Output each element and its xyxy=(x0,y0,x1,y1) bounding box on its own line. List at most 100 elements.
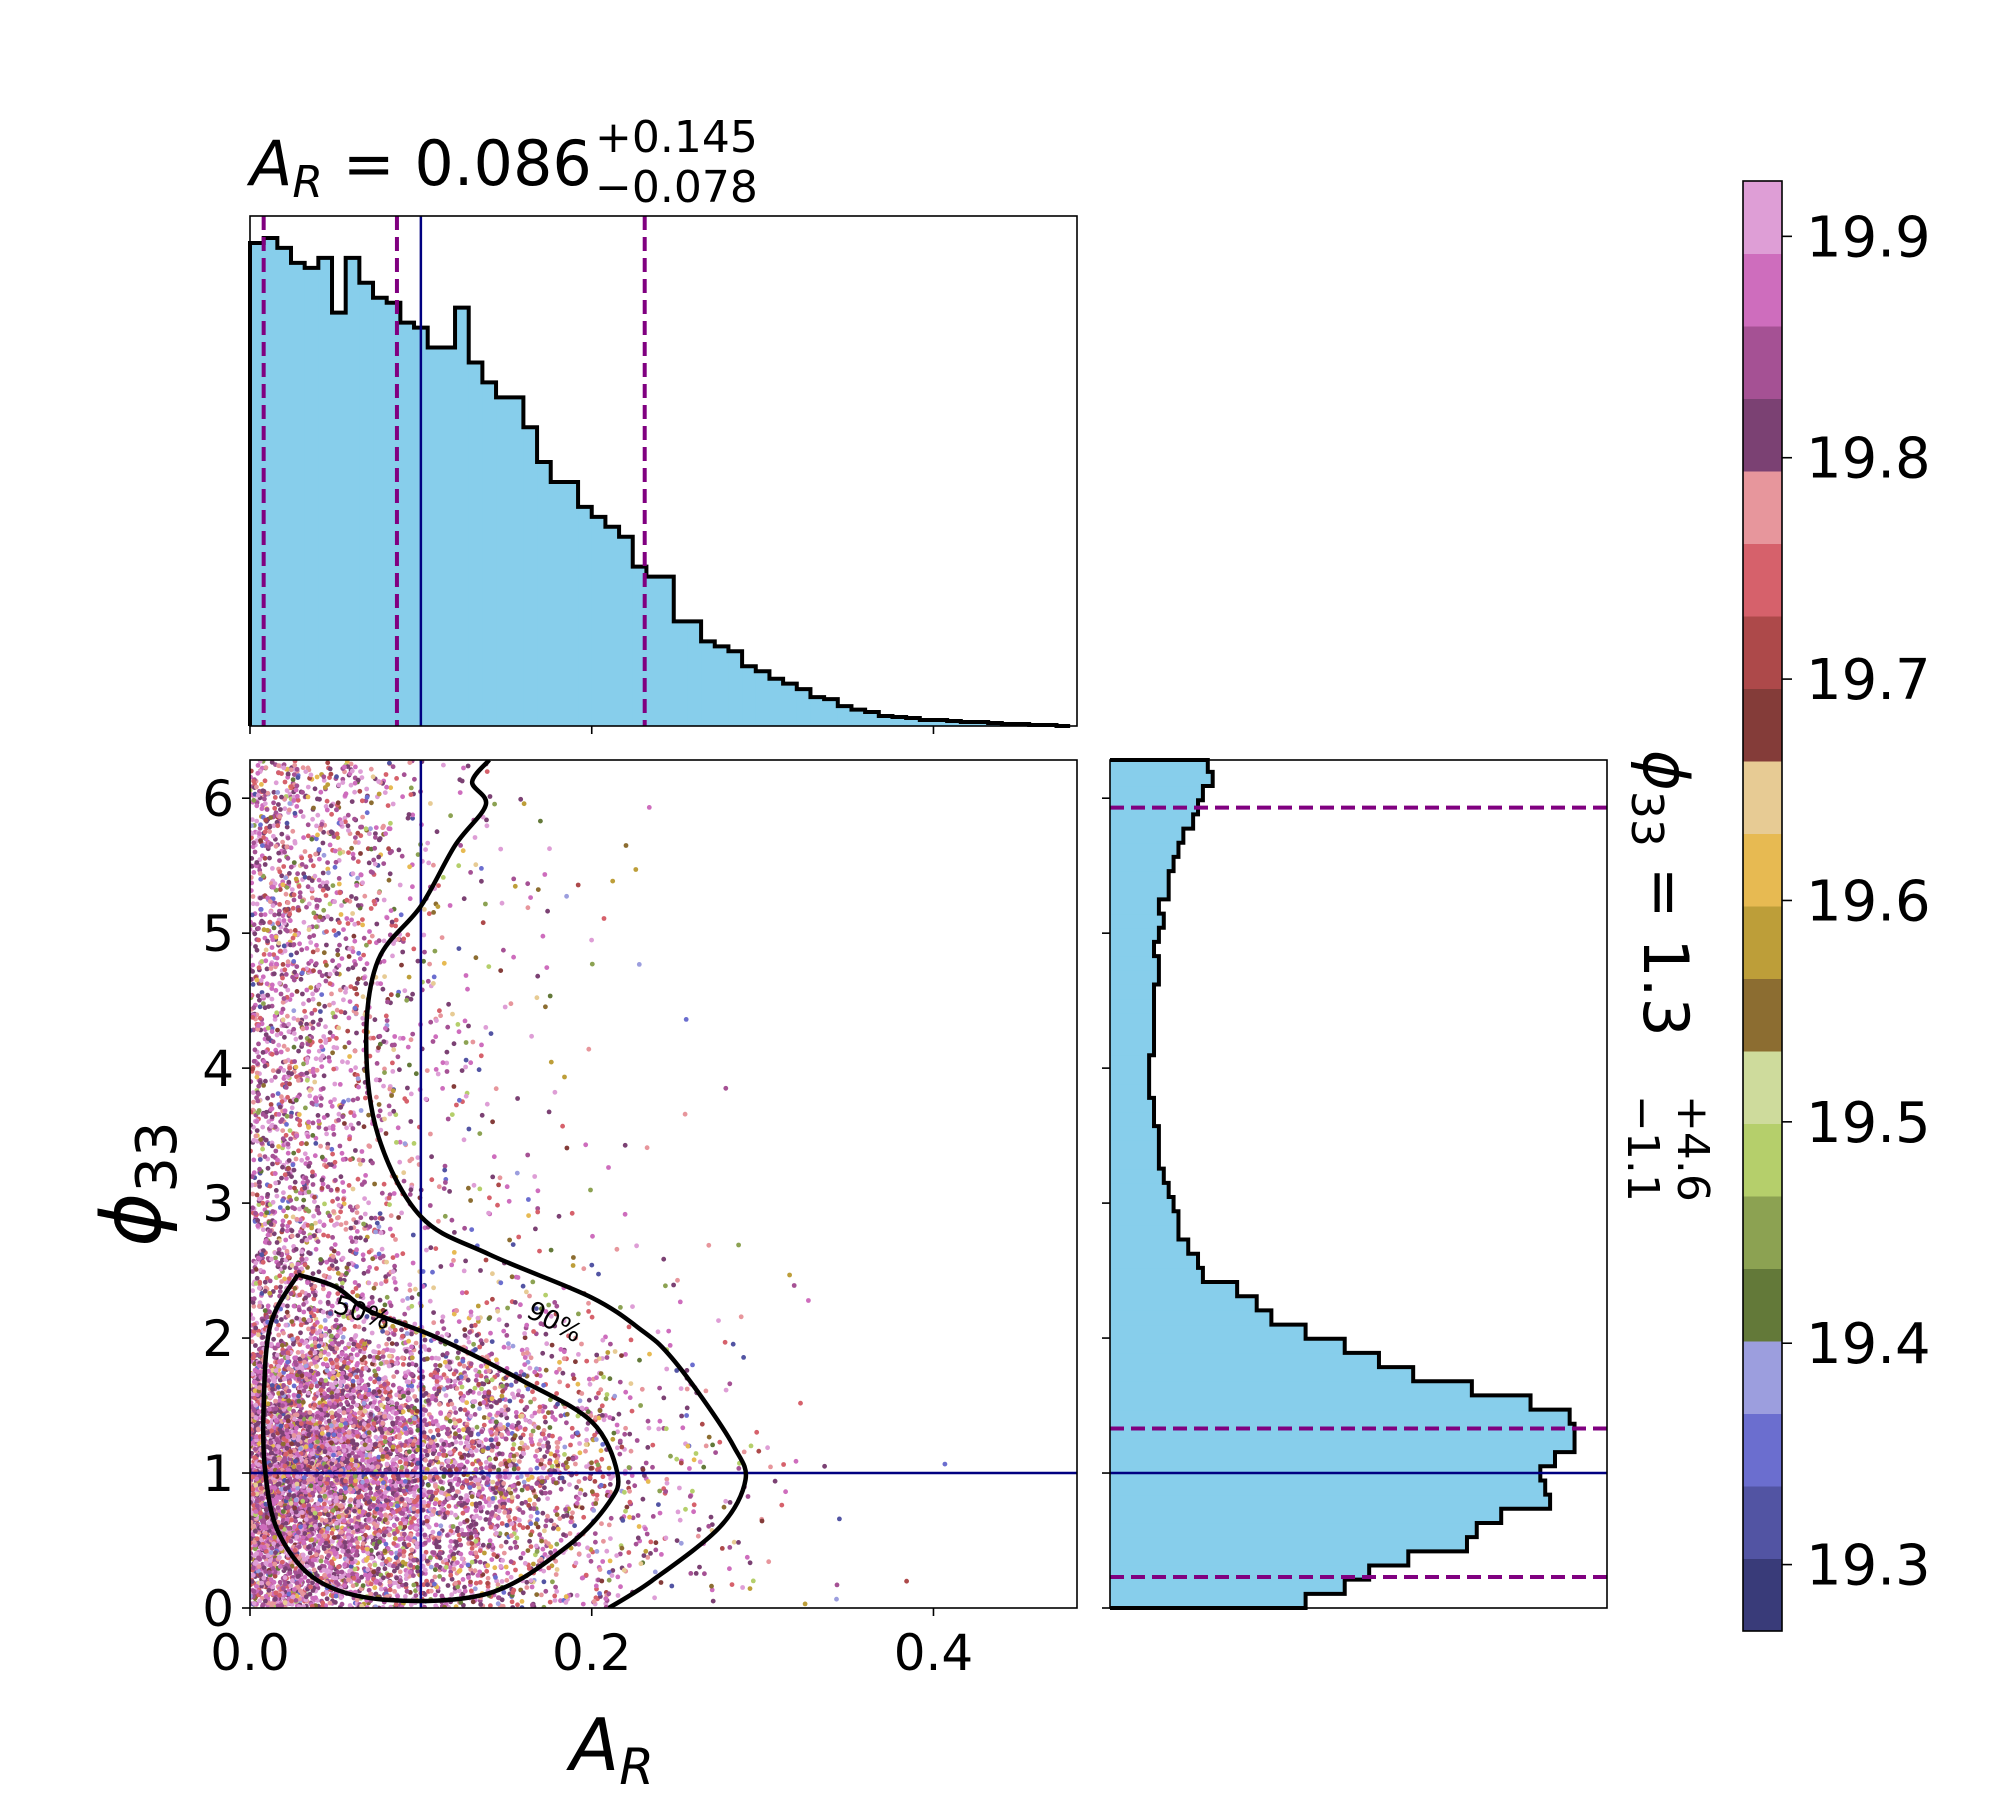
scatter-point xyxy=(534,1380,540,1386)
scatter-point xyxy=(467,1388,473,1394)
scatter-point xyxy=(554,1369,559,1375)
scatter-point xyxy=(544,1518,549,1523)
scatter-point xyxy=(478,1465,484,1471)
scatter-point xyxy=(374,1578,380,1584)
scatter-point xyxy=(439,1593,445,1599)
top-histogram-bar xyxy=(359,282,374,726)
scatter-point xyxy=(472,1385,478,1391)
scatter-point xyxy=(520,1590,526,1596)
scatter-point xyxy=(383,1559,389,1564)
scatter-point xyxy=(390,1473,396,1479)
scatter-point xyxy=(492,1385,498,1391)
scatter-point xyxy=(432,1592,438,1598)
scatter-point xyxy=(371,1389,377,1394)
scatter-point xyxy=(489,1443,495,1448)
scatter-point xyxy=(469,1501,475,1507)
scatter-point xyxy=(644,1531,650,1537)
scatter-point xyxy=(510,1446,516,1452)
scatter-point xyxy=(441,1452,446,1458)
scatter-point xyxy=(499,1407,505,1413)
scatter-point xyxy=(309,1383,314,1389)
scatter-point xyxy=(407,1525,413,1531)
scatter-point xyxy=(391,1510,396,1515)
scatter-point xyxy=(599,1521,604,1527)
scatter-point xyxy=(322,1508,328,1513)
scatter-point xyxy=(319,1517,325,1523)
top-histogram-bar xyxy=(755,671,770,726)
scatter-point xyxy=(517,1445,523,1451)
scatter-point xyxy=(407,1438,413,1443)
scatter-point xyxy=(449,1576,455,1582)
scatter-point xyxy=(674,1456,680,1462)
scatter-point xyxy=(307,1550,313,1556)
scatter-point xyxy=(412,1394,418,1399)
scatter-point xyxy=(382,1302,388,1308)
scatter-point xyxy=(740,1585,745,1590)
scatter-point xyxy=(341,1443,347,1449)
scatter-point xyxy=(314,1364,319,1369)
top-histogram-bar xyxy=(742,666,757,726)
scatter-point xyxy=(617,1551,623,1557)
scatter-point xyxy=(521,1451,527,1457)
scatter-point xyxy=(440,1577,446,1582)
scatter-point xyxy=(329,1414,335,1420)
scatter-point xyxy=(462,1327,468,1332)
scatter-point xyxy=(387,1587,393,1593)
top-histogram-bar xyxy=(509,397,524,726)
scatter-point xyxy=(627,1431,633,1437)
scatter-point xyxy=(415,1427,421,1433)
scatter-point xyxy=(540,1443,546,1449)
scatter-point xyxy=(390,1382,396,1388)
scatter-point xyxy=(250,1400,254,1406)
scatter-point xyxy=(400,1409,406,1415)
scatter-point xyxy=(378,1361,384,1367)
scatter-point xyxy=(384,1341,389,1347)
scatter-point xyxy=(436,1451,442,1457)
top-histogram-bar xyxy=(714,646,729,726)
top-histogram-bar xyxy=(318,257,333,726)
scatter-point xyxy=(307,1410,313,1415)
scatter-point xyxy=(291,1383,297,1389)
scatter-point xyxy=(422,1337,428,1343)
scatter-point xyxy=(601,1538,606,1544)
scatter-point xyxy=(394,1565,400,1571)
top-histogram-bar xyxy=(673,621,688,726)
scatter-point xyxy=(499,1432,504,1438)
scatter-point xyxy=(276,1332,282,1338)
scatter-point xyxy=(379,1561,385,1567)
scatter-point xyxy=(604,1392,610,1397)
scatter-point xyxy=(403,1582,409,1587)
scatter-point xyxy=(693,1451,699,1456)
scatter-point xyxy=(568,1442,573,1448)
scatter-point xyxy=(520,1394,525,1399)
scatter-point xyxy=(525,1445,530,1451)
top-histogram-bar xyxy=(878,716,893,726)
scatter-point xyxy=(400,1362,406,1367)
scatter-point xyxy=(653,1547,659,1553)
scatter-point xyxy=(688,1571,694,1576)
scatter-point xyxy=(441,1441,447,1447)
scatter-point xyxy=(404,1379,410,1385)
scatter-point xyxy=(561,1479,567,1485)
scatter-point xyxy=(544,1475,550,1481)
scatter-point xyxy=(459,1527,465,1533)
scatter-point xyxy=(554,1567,560,1572)
top-histogram-bar xyxy=(919,720,934,726)
scatter-point xyxy=(376,1343,382,1349)
scatter-point xyxy=(349,1404,355,1410)
scatter-point xyxy=(394,1341,400,1347)
top-histogram-bar xyxy=(564,481,579,726)
top-histogram-bar xyxy=(796,689,811,726)
scatter-point xyxy=(630,1515,636,1521)
scatter-point xyxy=(569,1425,575,1431)
scatter-point xyxy=(481,1475,486,1480)
scatter-point xyxy=(584,1426,590,1432)
scatter-point xyxy=(438,1410,443,1416)
scatter-point xyxy=(542,1436,548,1441)
scatter-point xyxy=(397,1487,403,1493)
scatter-point xyxy=(433,1490,439,1496)
scatter-point xyxy=(447,1360,453,1365)
scatter-point xyxy=(488,1404,494,1409)
